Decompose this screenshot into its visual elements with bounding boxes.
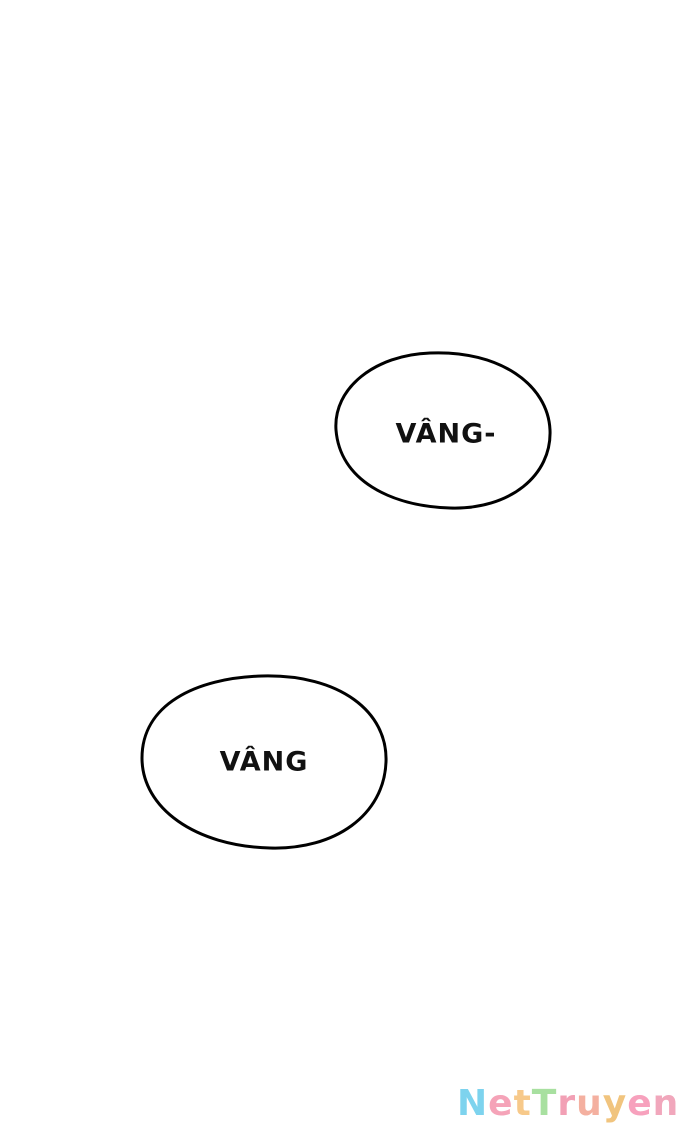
watermark-letter: n bbox=[652, 1083, 680, 1124]
speech-bubble-outline-1 bbox=[334, 351, 552, 510]
watermark-letter: r bbox=[557, 1083, 577, 1124]
speech-bubble-outline-2 bbox=[140, 674, 388, 850]
watermark-letter: u bbox=[576, 1083, 603, 1124]
watermark-letter: e bbox=[488, 1083, 514, 1124]
watermark-letter: T bbox=[531, 1083, 558, 1124]
watermark-letter: e bbox=[627, 1083, 653, 1124]
watermark-letter: y bbox=[602, 1083, 628, 1124]
watermark-letter: t bbox=[513, 1083, 532, 1124]
speech-bubble-text-2: VÂNG bbox=[219, 746, 309, 778]
speech-bubble-text-1: VÂNG- bbox=[395, 418, 497, 450]
watermark-letter: N bbox=[457, 1083, 489, 1124]
site-watermark-logo: NetTruyen bbox=[457, 1086, 679, 1122]
